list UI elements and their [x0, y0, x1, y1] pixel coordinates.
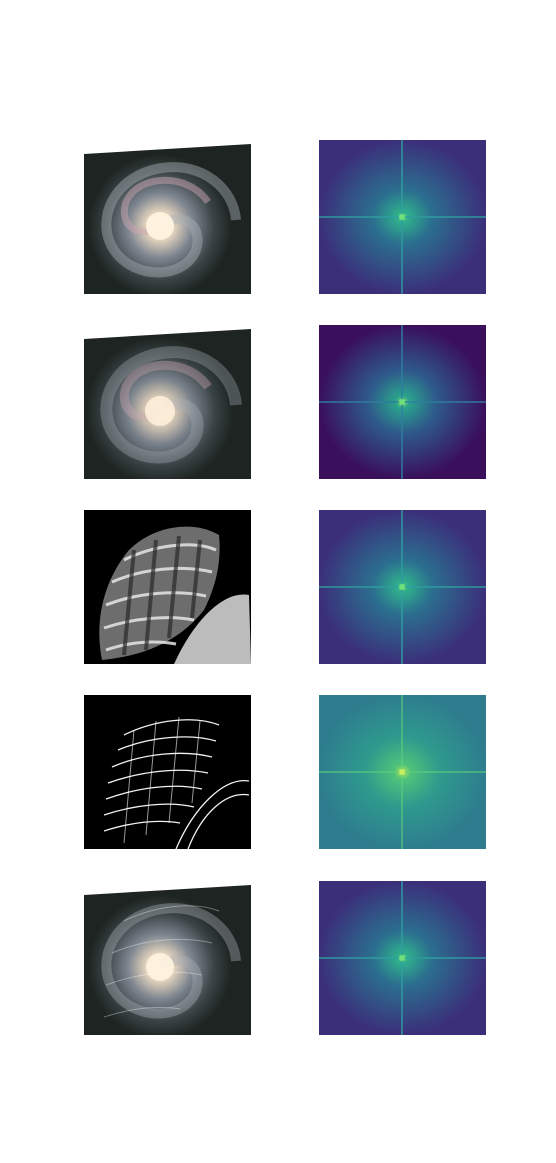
seashell-edges-image: [84, 695, 251, 849]
hybrid-image: [84, 881, 251, 1035]
spectrum-image: [319, 510, 486, 664]
spectrum-low-image: [319, 325, 486, 479]
spectrum-high-image: [319, 695, 486, 849]
galaxy-image: [84, 140, 251, 294]
spectrum-image: [319, 140, 486, 294]
seashell-image: [84, 510, 251, 664]
galaxy-blurred-image: [84, 325, 251, 479]
spectrum-image: [319, 881, 486, 1035]
